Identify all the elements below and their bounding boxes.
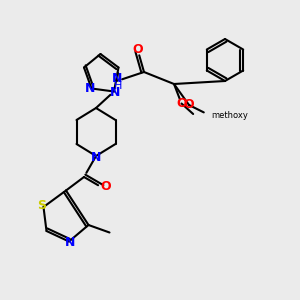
Text: O: O [184, 98, 194, 112]
Text: O: O [100, 180, 111, 194]
Text: N: N [91, 151, 101, 164]
Text: O: O [176, 97, 187, 110]
Text: H: H [113, 81, 122, 92]
Text: S: S [38, 199, 46, 212]
Text: methoxy: methoxy [212, 111, 248, 120]
Text: O: O [133, 43, 143, 56]
Text: methoxy_stub: methoxy_stub [207, 113, 217, 115]
Text: N: N [65, 236, 76, 250]
Text: N: N [112, 71, 122, 85]
Text: N: N [85, 82, 95, 95]
Text: N: N [110, 85, 120, 99]
